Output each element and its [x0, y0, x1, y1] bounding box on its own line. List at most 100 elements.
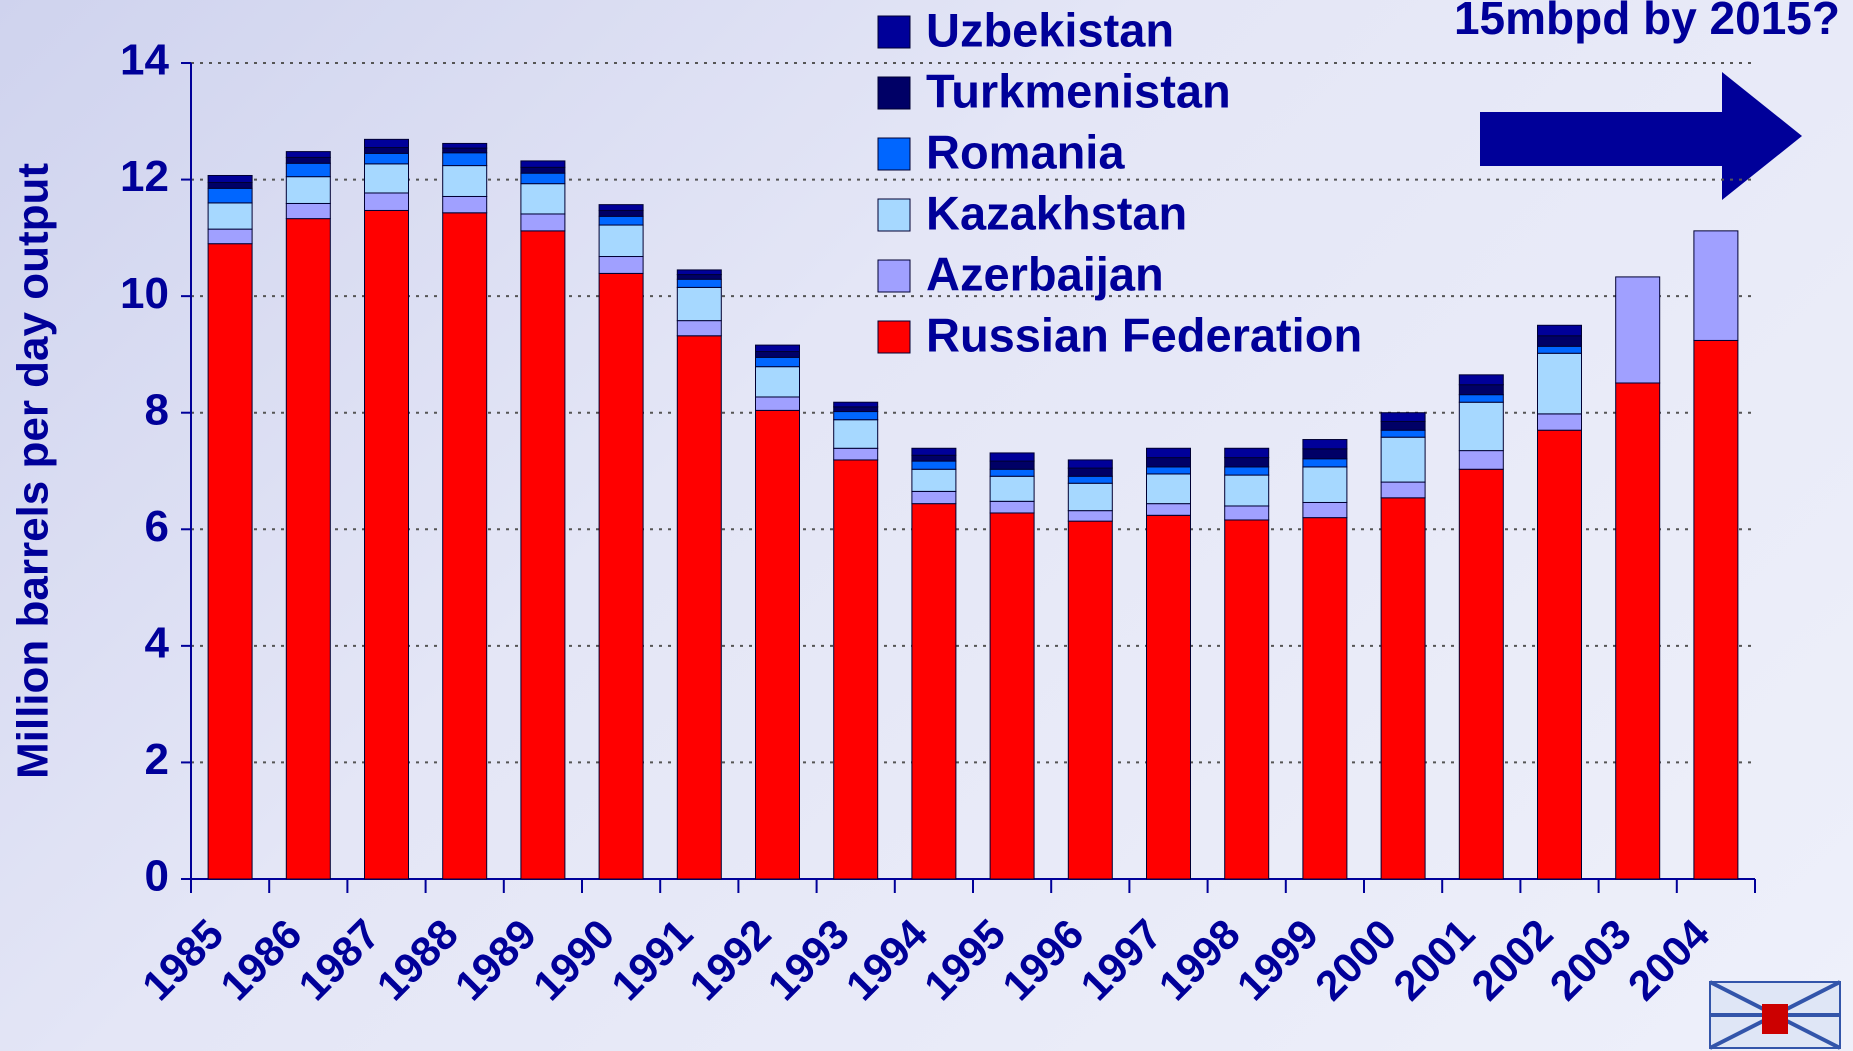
- bar-segment: [755, 409, 800, 880]
- bar-segment: [1380, 429, 1426, 438]
- y-tick-label: 10: [120, 269, 169, 318]
- legend-swatch: [877, 137, 911, 171]
- bar-segment: [1224, 447, 1270, 459]
- bar-segment: [520, 166, 566, 174]
- bar-segment: [1224, 519, 1270, 880]
- bar-segment: [1302, 517, 1348, 880]
- bar-segment: [207, 202, 253, 230]
- bar-segment: [442, 195, 488, 214]
- x-tick-label: 1994: [837, 910, 937, 1010]
- bar-segment: [911, 447, 957, 456]
- bar-segment: [1302, 439, 1348, 450]
- x-tick-label: 2000: [1306, 910, 1405, 1009]
- bar-segment: [364, 138, 409, 149]
- bar-segment: [1458, 450, 1504, 470]
- bar-segment: [442, 152, 488, 167]
- bar-segment: [1067, 510, 1113, 522]
- bar-segment: [1302, 448, 1348, 460]
- bar-segment: [1615, 276, 1661, 384]
- legend-swatch: [877, 259, 911, 293]
- bar-segment: [1067, 467, 1113, 477]
- bar-segment: [1146, 457, 1191, 468]
- x-tick-label: 2002: [1462, 910, 1561, 1009]
- bar-segment: [364, 163, 409, 194]
- x-tick-label: 1990: [524, 910, 623, 1009]
- bar-segment: [1380, 481, 1426, 499]
- bar-segment: [1067, 475, 1113, 484]
- bar-segment: [364, 192, 409, 211]
- y-tick-label: 0: [145, 852, 169, 901]
- bar-segment: [285, 156, 331, 164]
- bar-segment: [989, 500, 1035, 514]
- bar-segment: [598, 209, 644, 217]
- bar-segment: [520, 183, 566, 215]
- x-tick-label: 2001: [1384, 910, 1483, 1009]
- bar-segment: [833, 401, 879, 408]
- bar-segment: [364, 152, 409, 165]
- bar-segment: [1146, 503, 1191, 516]
- bar-segment: [755, 396, 800, 411]
- bar-segment: [285, 218, 331, 880]
- bar-segment: [364, 209, 409, 880]
- bar-segment: [598, 272, 644, 880]
- x-tick-label: 1988: [368, 910, 467, 1009]
- x-tick-label: 1997: [1071, 910, 1170, 1009]
- bar-segment: [911, 460, 957, 470]
- bar-segment: [911, 468, 957, 492]
- bar-segment: [442, 165, 488, 197]
- y-tick-label: 4: [145, 618, 170, 667]
- bar-segment: [1067, 459, 1113, 469]
- bar-segment: [598, 224, 644, 258]
- bar-segment: [989, 475, 1035, 502]
- bar-segment: [1537, 352, 1582, 415]
- bar-segment: [1302, 501, 1348, 519]
- bar-segment: [911, 454, 957, 462]
- y-tick-label: 2: [145, 735, 169, 784]
- bar-segment: [1537, 324, 1582, 337]
- bar-segment: [598, 204, 644, 211]
- bar-segment: [520, 160, 566, 168]
- bar-segment: [598, 256, 644, 274]
- bar-segment: [1615, 382, 1661, 880]
- y-tick-label: 14: [120, 36, 169, 85]
- bar-segment: [1146, 447, 1191, 459]
- bar-segment: [285, 176, 331, 204]
- x-tick-label: 1989: [446, 910, 545, 1009]
- bar-segment: [285, 162, 331, 178]
- bar-segment: [207, 174, 253, 183]
- x-tick-label: 1987: [289, 910, 388, 1009]
- bar-segment: [755, 344, 800, 353]
- y-tick-label: 6: [145, 502, 169, 551]
- bar-segment: [989, 468, 1035, 477]
- legend-swatch: [877, 76, 911, 110]
- legend-label: Romania: [926, 125, 1125, 178]
- x-tick-label: 1999: [1228, 910, 1327, 1009]
- bar-segment: [755, 351, 800, 358]
- bar-segment: [442, 142, 488, 149]
- bar-segment: [676, 320, 722, 337]
- bar-segment: [207, 187, 253, 204]
- x-tick-label: 2004: [1619, 910, 1719, 1010]
- bar-segment: [207, 228, 253, 245]
- legend-label: Russian Federation: [926, 308, 1362, 361]
- bar-segment: [442, 147, 488, 154]
- bar-segment: [207, 243, 253, 880]
- bar-segment: [911, 490, 957, 505]
- x-tick-label: 1985: [133, 910, 232, 1009]
- bar-segment: [1458, 394, 1504, 403]
- bar-segment: [1537, 413, 1582, 431]
- bar-segment: [833, 447, 879, 461]
- bar-segment: [1380, 436, 1426, 483]
- bar-segment: [1146, 466, 1191, 475]
- x-tick-label: 1996: [993, 910, 1092, 1009]
- bar-segment: [989, 452, 1035, 462]
- bar-segment: [911, 503, 957, 880]
- bar-segment: [676, 274, 722, 280]
- bar-segment: [1224, 505, 1270, 521]
- bar-segment: [1380, 412, 1426, 422]
- legend-label: Uzbekistan: [926, 3, 1174, 56]
- bar-segment: [1067, 482, 1113, 512]
- bar-segment: [833, 459, 879, 880]
- bar-segment: [1380, 497, 1426, 880]
